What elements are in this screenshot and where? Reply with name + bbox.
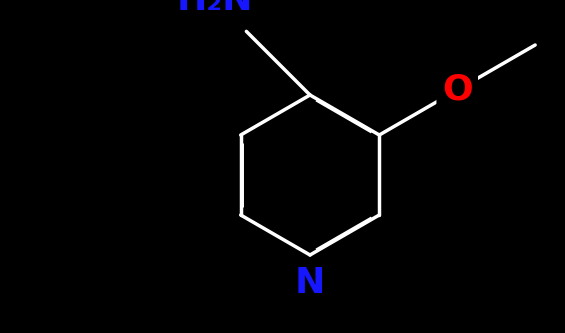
Text: H₂N: H₂N	[176, 0, 253, 17]
Text: O: O	[442, 73, 472, 107]
Text: N: N	[295, 266, 325, 300]
